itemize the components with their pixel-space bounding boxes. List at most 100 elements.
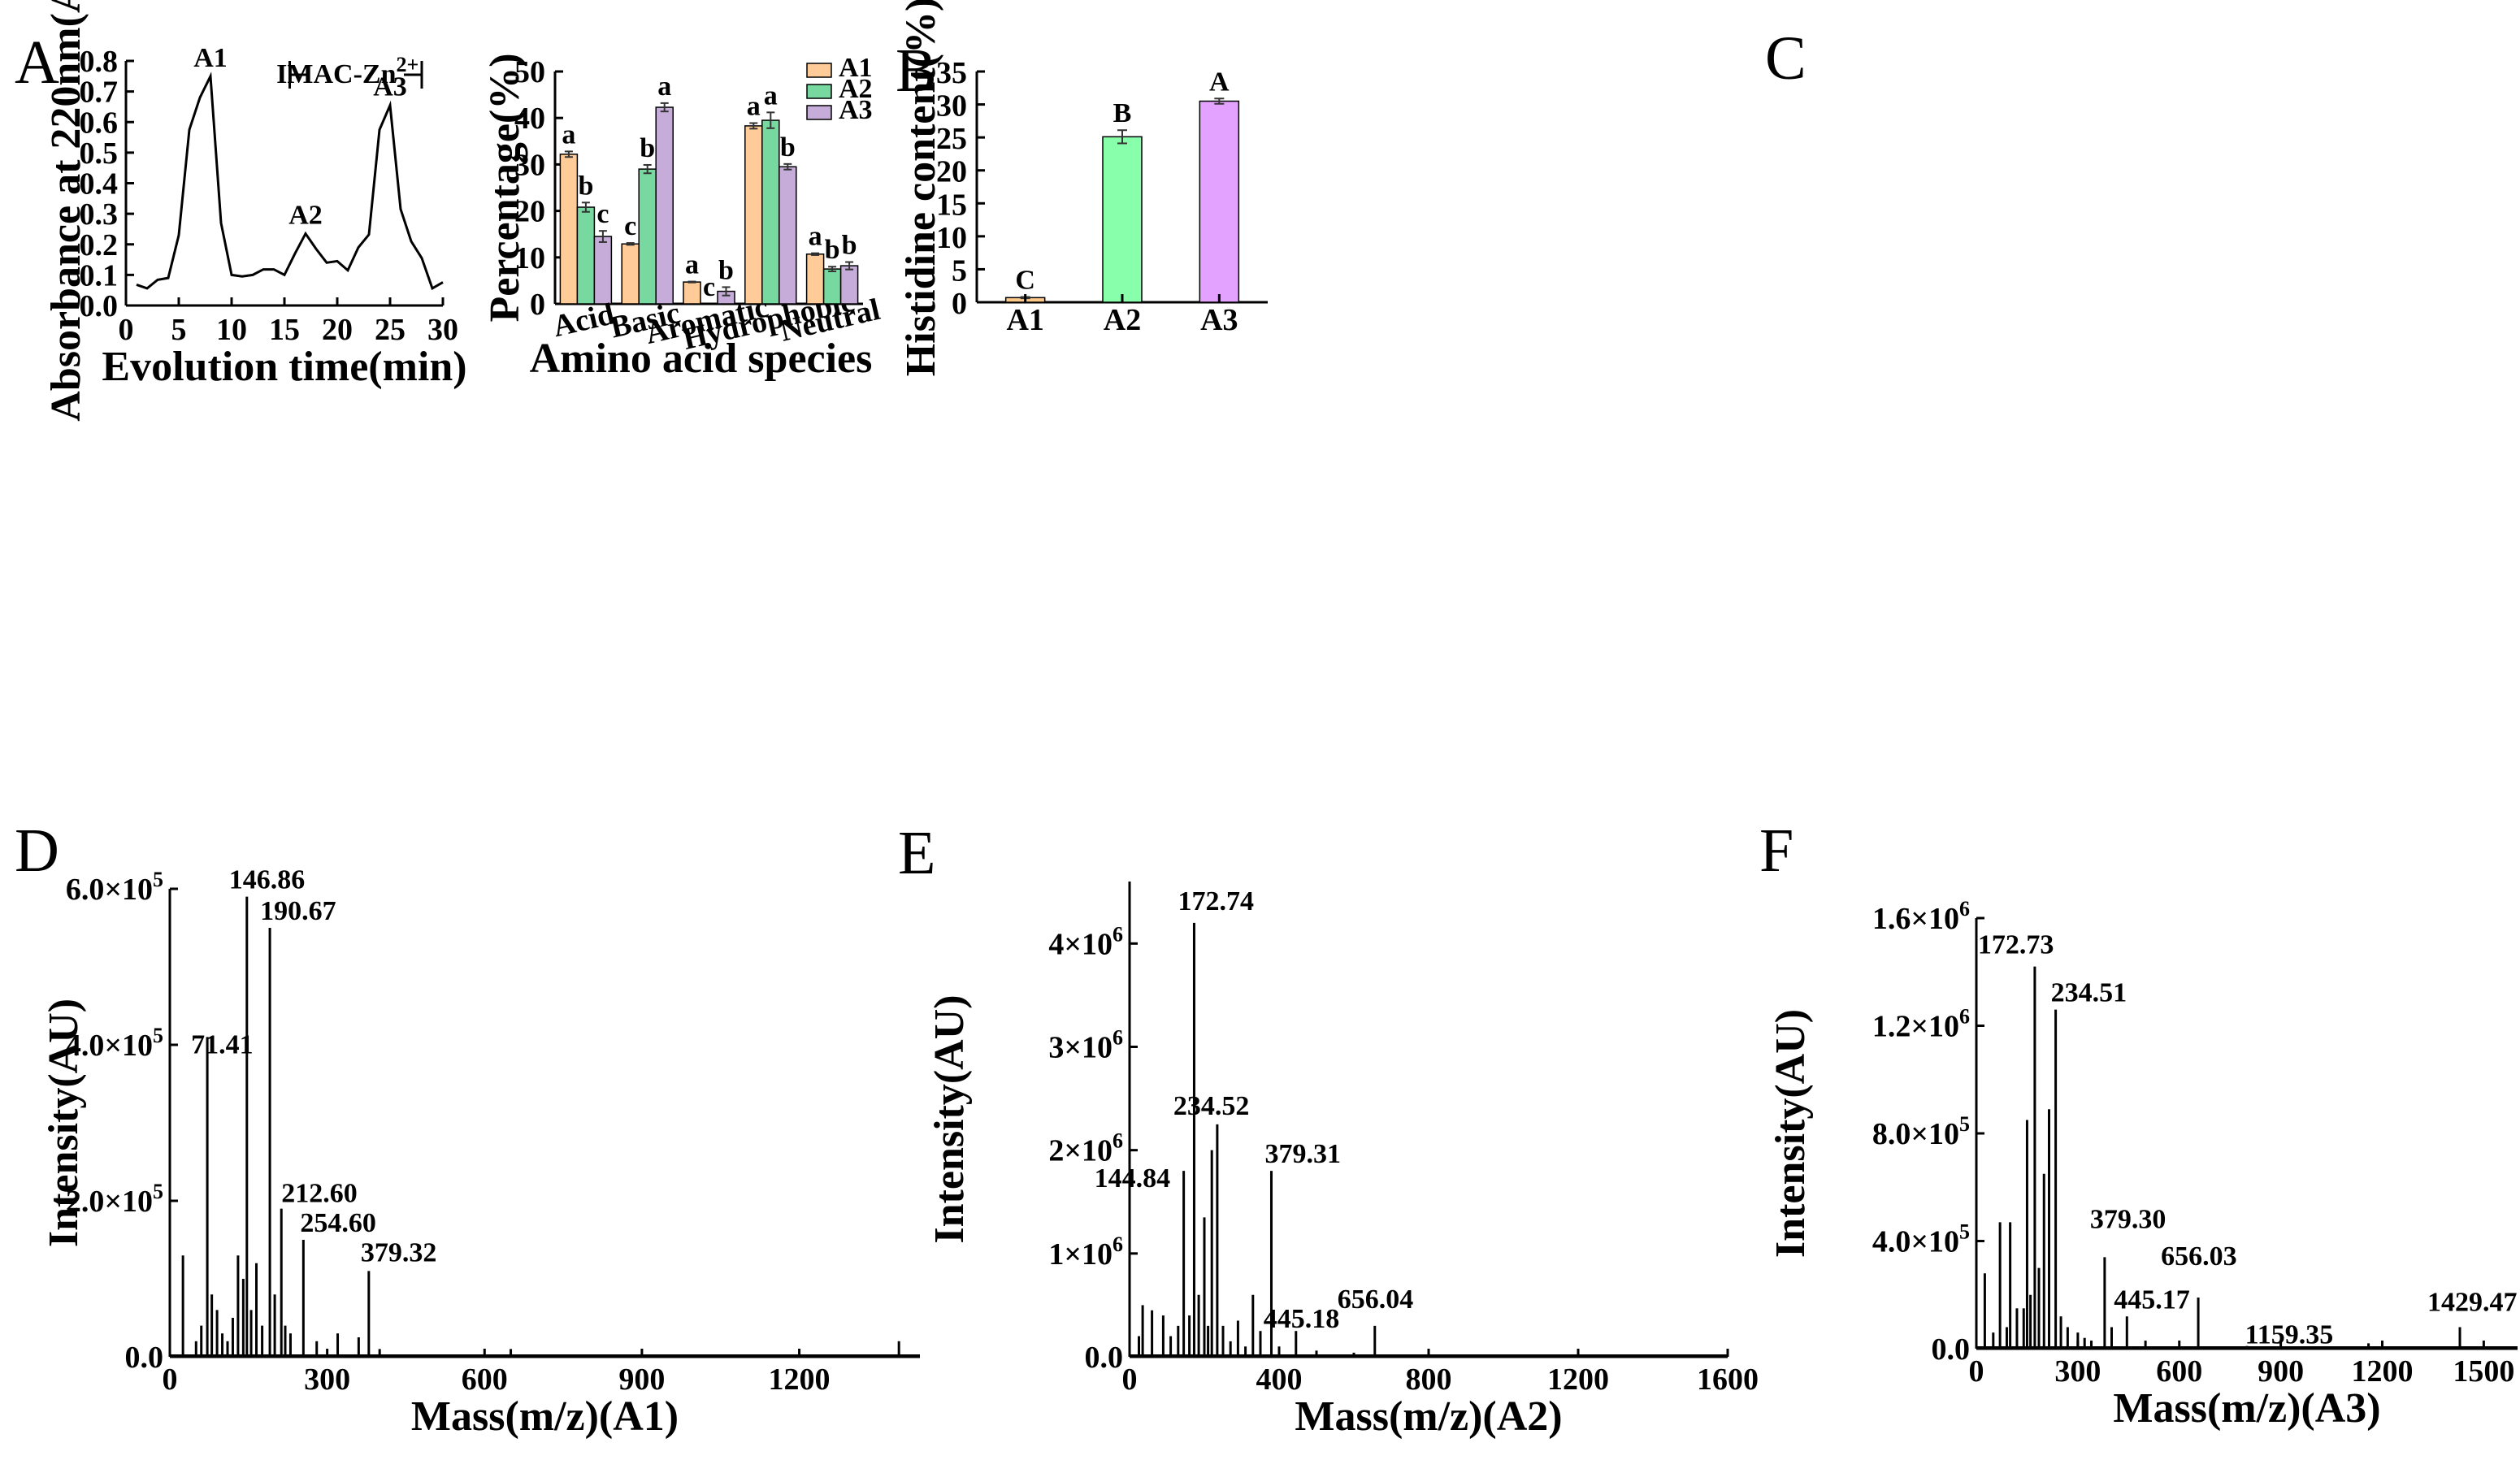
c-ytick-label: 35 bbox=[936, 56, 967, 90]
panel-letter-f: F bbox=[1759, 817, 1793, 885]
b-bar-a3 bbox=[655, 106, 674, 305]
e-x-axis-title: Mass(m/z)(A2) bbox=[1295, 1393, 1562, 1440]
d-peak-label: 254.60 bbox=[300, 1208, 376, 1238]
b-legend-label: A2 bbox=[839, 74, 873, 104]
f-ytick-label: 4.0×105 bbox=[1872, 1220, 1970, 1259]
e-peak-label: 234.52 bbox=[1173, 1091, 1250, 1121]
f-peak-label: 1429.47 bbox=[2427, 1288, 2518, 1318]
e-ytick-label: 2×106 bbox=[1048, 1129, 1123, 1168]
b-bar-a1 bbox=[683, 281, 701, 305]
b-bar-a1 bbox=[559, 154, 579, 305]
e-peak-label: 656.04 bbox=[1338, 1285, 1414, 1315]
f-peak-label: 1159.35 bbox=[2245, 1319, 2334, 1350]
e-ytick-label: 0.0 bbox=[1085, 1341, 1124, 1375]
d-peak-label: 379.32 bbox=[361, 1237, 437, 1267]
e-peak-label: 379.31 bbox=[1264, 1139, 1341, 1169]
e-peak-label: 445.18 bbox=[1264, 1304, 1340, 1334]
c-ytick-label: 25 bbox=[936, 122, 967, 156]
e-peak-label: 144.84 bbox=[1095, 1163, 1171, 1194]
a-y-axis-title: Absorbance at 220nm(Au) bbox=[43, 0, 89, 422]
a-xtick-label: 10 bbox=[216, 313, 247, 347]
b-bar-a2 bbox=[638, 168, 657, 305]
b-legend-swatch-a1 bbox=[806, 63, 832, 78]
a-ytick-label: 0.8 bbox=[80, 45, 119, 79]
b-legend-label: A1 bbox=[839, 53, 873, 83]
b-ytick-label: 30 bbox=[514, 148, 545, 182]
a-ytick-label: 0.1 bbox=[80, 258, 119, 292]
b-legend-swatch-a2 bbox=[806, 84, 832, 99]
b-ytick-label: 0 bbox=[530, 288, 545, 322]
d-xtick-label: 1200 bbox=[769, 1363, 831, 1397]
b-bar-a2 bbox=[576, 206, 596, 305]
a-ytick-label: 0.2 bbox=[80, 228, 119, 262]
e-xtick-label: 400 bbox=[1256, 1363, 1303, 1397]
b-significance-letter: c bbox=[703, 272, 715, 302]
d-x-axis-title: Mass(m/z)(A1) bbox=[411, 1393, 679, 1440]
b-x-axis-title: Amino acid species bbox=[530, 336, 873, 382]
c-bar-a2 bbox=[1102, 136, 1143, 303]
d-xtick-label: 300 bbox=[304, 1363, 350, 1397]
d-ytick-label: 0.0 bbox=[125, 1341, 164, 1375]
f-ytick-label: 1.6×106 bbox=[1872, 897, 1970, 936]
c-ytick-label: 5 bbox=[952, 253, 967, 288]
b-legend-swatch-a3 bbox=[806, 105, 832, 120]
b-significance-letter: b bbox=[825, 235, 840, 265]
c-category-label: A2 bbox=[1104, 303, 1141, 337]
b-legend-label: A3 bbox=[839, 95, 873, 125]
d-ytick-label: 4.0×105 bbox=[66, 1024, 163, 1063]
panel-letter-e: E bbox=[898, 819, 935, 887]
a-xtick-label: 15 bbox=[269, 313, 300, 347]
a-x-axis-title: Evolution time(min) bbox=[102, 344, 466, 390]
b-bar-a1 bbox=[744, 125, 763, 305]
d-xtick-label: 900 bbox=[618, 1363, 665, 1397]
b-significance-letter: b bbox=[718, 255, 734, 285]
d-xtick-label: 0 bbox=[163, 1363, 178, 1397]
panel-letter-b: B bbox=[896, 37, 937, 105]
a-ytick-label: 0.5 bbox=[80, 136, 119, 171]
c-y-axis-title: Histidine content(%) bbox=[898, 0, 944, 376]
a-ytick-label: 0.4 bbox=[80, 167, 119, 201]
b-bar-a2 bbox=[822, 268, 842, 305]
f-peak-label: 656.03 bbox=[2161, 1241, 2237, 1272]
panel-e-mass-spectrum: 0.0 1×106 2×106 3×106 4×106 0 400 800 1200 1600 17… bbox=[926, 882, 1759, 1440]
e-xtick-label: 1200 bbox=[1547, 1363, 1609, 1397]
d-xtick-label: 600 bbox=[462, 1363, 508, 1397]
f-xtick-label: 1500 bbox=[2453, 1354, 2514, 1389]
c-ytick-label: 0 bbox=[952, 287, 967, 321]
a-xtick-label: 20 bbox=[322, 313, 353, 347]
e-y-axis-title: Intensity(AU) bbox=[926, 994, 973, 1243]
e-xtick-label: 800 bbox=[1406, 1363, 1452, 1397]
a-ytick-label: 0.0 bbox=[80, 289, 119, 323]
panel-letter-c: C bbox=[1765, 24, 1807, 93]
b-significance-letter: b bbox=[578, 171, 593, 201]
e-xtick-label: 0 bbox=[1122, 1363, 1138, 1397]
a-ytick-label: 0.7 bbox=[80, 76, 119, 110]
b-bar-a1 bbox=[805, 253, 825, 305]
c-ytick-label: 15 bbox=[936, 188, 967, 222]
c-category-label: A3 bbox=[1200, 303, 1238, 337]
c-ytick-label: 20 bbox=[936, 155, 967, 189]
f-ytick-label: 8.0×105 bbox=[1872, 1112, 1970, 1151]
b-bar-a3 bbox=[593, 236, 613, 305]
b-significance-letter: a bbox=[562, 119, 575, 149]
a-xtick-label: 25 bbox=[375, 313, 406, 347]
d-ytick-label: 6.0×105 bbox=[66, 868, 163, 907]
c-significance-letter: B bbox=[1113, 98, 1132, 128]
panel-a-chromatogram: 0.00.10.20.30.40.50.60.70.8 0 5 10 15 20 25 30 A… bbox=[43, 0, 467, 422]
e-xtick-label: 1600 bbox=[1697, 1363, 1759, 1397]
a-absorbance-trace bbox=[136, 71, 444, 291]
b-significance-letter: a bbox=[764, 80, 778, 110]
f-x-axis-title: Mass(m/z)(A3) bbox=[2113, 1385, 2380, 1432]
a-ytick-label: 0.6 bbox=[80, 106, 119, 140]
panel-letter-a: A bbox=[15, 28, 59, 97]
b-significance-letter: c bbox=[596, 199, 609, 229]
a-ytick-label: 0.3 bbox=[80, 197, 119, 232]
b-significance-letter: b bbox=[842, 231, 857, 261]
panel-d-mass-spectrum: 0.0 2.0×105 4.0×105 6.0×105 0 300 600 900 1200 14… bbox=[41, 865, 920, 1440]
b-significance-letter: b bbox=[780, 132, 796, 162]
b-significance-letter: b bbox=[640, 133, 655, 163]
a-xtick-label: 0 bbox=[119, 313, 134, 347]
d-ytick-label: 2.0×105 bbox=[66, 1180, 163, 1219]
a-peak-label: A1 bbox=[193, 43, 228, 73]
